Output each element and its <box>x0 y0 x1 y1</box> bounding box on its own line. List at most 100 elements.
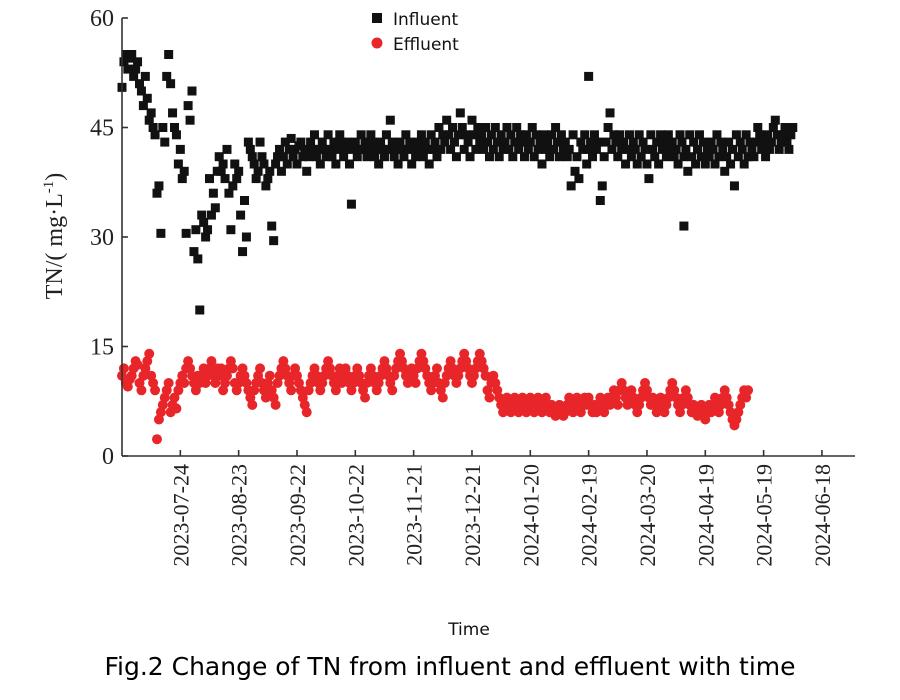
influent-point <box>502 123 512 132</box>
influent-point <box>181 228 191 238</box>
influent-point <box>461 130 471 140</box>
influent-point <box>391 144 401 154</box>
influent-point <box>362 152 372 162</box>
influent-point <box>691 159 701 169</box>
influent-point <box>457 123 467 132</box>
y-axis-ticks: 0 15 30 45 60 <box>90 6 128 470</box>
influent-point <box>467 115 477 125</box>
influent-point <box>273 152 283 162</box>
influent-point <box>745 137 755 147</box>
influent-point <box>306 137 316 147</box>
influent-point <box>234 166 244 176</box>
influent-point <box>138 101 148 111</box>
influent-point <box>346 199 356 209</box>
influent-point <box>451 152 461 162</box>
influent-point <box>784 144 794 154</box>
influent-point <box>195 305 205 315</box>
influent-point <box>300 144 310 154</box>
influent-point <box>199 217 209 227</box>
influent-point <box>671 144 681 154</box>
effluent-point <box>216 363 227 374</box>
influent-point <box>119 57 129 67</box>
influent-point <box>206 210 216 220</box>
influent-point <box>422 144 432 154</box>
influent-point <box>414 144 424 154</box>
influent-point <box>168 108 178 118</box>
influent-point <box>739 159 749 169</box>
influent-point <box>704 152 714 162</box>
influent-point <box>751 137 761 147</box>
influent-point <box>772 130 782 140</box>
influent-point <box>203 225 213 235</box>
influent-point <box>397 144 407 154</box>
effluent-point <box>144 348 155 359</box>
influent-point <box>372 144 382 154</box>
influent-point <box>578 144 588 154</box>
influent-point <box>648 144 658 154</box>
x-tick-label: 2024-05-19 <box>752 464 777 567</box>
influent-point <box>698 137 708 147</box>
influent-point <box>626 152 636 162</box>
y-tick-label: 60 <box>90 6 114 32</box>
effluent-point <box>410 378 421 388</box>
influent-point <box>197 210 207 220</box>
influent-point <box>358 144 368 154</box>
influent-point <box>134 79 144 89</box>
influent-point <box>488 144 498 154</box>
influent-point <box>366 130 376 140</box>
influent-point <box>558 144 568 154</box>
influent-point <box>352 152 362 162</box>
effluent-point <box>286 385 297 396</box>
effluent-points <box>117 348 754 445</box>
influent-point <box>588 152 598 162</box>
influent-point <box>123 64 133 74</box>
influent-point <box>486 130 496 140</box>
influent-point <box>673 159 683 169</box>
influent-point <box>261 181 271 191</box>
effluent-point <box>612 399 623 410</box>
influent-point <box>471 144 481 154</box>
influent-point <box>286 133 296 143</box>
influent-point <box>249 159 259 169</box>
influent-point <box>768 123 778 132</box>
influent-point <box>490 123 500 132</box>
influent-point <box>348 144 358 154</box>
x-tick-label: 2023-08-23 <box>227 464 252 567</box>
influent-point <box>238 247 248 257</box>
influent-point <box>236 210 246 220</box>
influent-point <box>619 137 629 147</box>
influent-point <box>724 137 734 147</box>
influent-point <box>459 144 469 154</box>
influent-point <box>337 137 347 147</box>
influent-point <box>463 137 473 147</box>
influent-point <box>344 159 354 169</box>
influent-point <box>683 166 693 176</box>
influent-point <box>448 123 458 132</box>
y-tick-label: 0 <box>102 444 114 470</box>
influent-point <box>519 152 529 162</box>
effluent-point <box>360 392 371 403</box>
influent-point <box>374 159 384 169</box>
influent-point <box>757 144 767 154</box>
influent-point <box>224 188 234 198</box>
influent-point <box>696 152 706 162</box>
influent-point <box>335 130 345 140</box>
influent-point <box>516 130 526 140</box>
influent-point <box>276 166 286 176</box>
influent-point <box>535 137 545 147</box>
influent-point <box>364 144 374 154</box>
figure-caption: Fig.2 Change of TN from influent and eff… <box>104 652 796 681</box>
influent-point <box>370 152 380 162</box>
influent-point <box>646 130 656 140</box>
influent-point <box>426 130 436 140</box>
influent-point <box>383 144 393 154</box>
influent-point <box>481 123 491 132</box>
influent-point <box>411 152 421 162</box>
y-tick-label: 15 <box>90 335 114 361</box>
influent-point <box>630 144 640 154</box>
influent-point <box>632 159 642 169</box>
influent-point <box>685 130 695 140</box>
influent-point <box>418 152 428 162</box>
influent-point <box>453 130 463 140</box>
influent-point <box>510 137 520 147</box>
